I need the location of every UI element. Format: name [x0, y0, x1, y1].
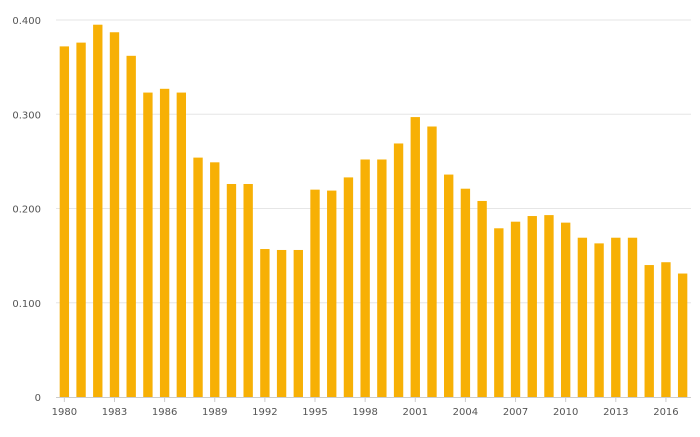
bar-2004[interactable]	[460, 188, 471, 397]
bar-1990[interactable]	[226, 183, 237, 397]
bar-2015[interactable]	[644, 265, 654, 397]
bar-1998[interactable]	[360, 159, 370, 397]
y-tick-label-3: 0.300	[12, 110, 41, 121]
bar-1994[interactable]	[293, 249, 303, 397]
bar-2007[interactable]	[510, 221, 521, 397]
bar-1991[interactable]	[243, 183, 253, 397]
bar-1999[interactable]	[377, 159, 387, 397]
x-tick-label-1986: 1986	[152, 407, 177, 418]
bar-2000[interactable]	[393, 143, 404, 397]
y-tick-labels: 0 0.100 0.200 0.300 0.400	[12, 16, 41, 404]
x-tick-label-2007: 2007	[503, 407, 528, 418]
bar-1993[interactable]	[276, 249, 287, 397]
bar-1980[interactable]	[59, 46, 70, 397]
bar-1987[interactable]	[176, 92, 187, 397]
bar-1986[interactable]	[159, 88, 170, 398]
bar-1984[interactable]	[126, 55, 136, 397]
bar-2001[interactable]	[410, 117, 420, 397]
bar-1989[interactable]	[210, 162, 220, 397]
y-tick-label-0: 0	[35, 393, 41, 404]
bar-2005[interactable]	[477, 200, 487, 397]
bar-2003[interactable]	[444, 174, 454, 397]
bar-1995[interactable]	[310, 189, 320, 397]
x-tick-label-1989: 1989	[202, 407, 227, 418]
bar-1985[interactable]	[143, 92, 153, 397]
bar-2012[interactable]	[594, 243, 604, 397]
bar-1988[interactable]	[193, 157, 203, 397]
x-tick-label-2001: 2001	[403, 407, 428, 418]
bar-1997[interactable]	[343, 177, 354, 397]
bar-1982[interactable]	[93, 24, 103, 398]
bars	[59, 24, 688, 398]
bar-2006[interactable]	[494, 228, 504, 397]
x-tick-label-1983: 1983	[102, 407, 127, 418]
bar-2016[interactable]	[661, 262, 671, 397]
bar-2002[interactable]	[427, 126, 437, 397]
bar-2008[interactable]	[527, 216, 537, 397]
x-tick-label-1995: 1995	[302, 407, 327, 418]
bar-2009[interactable]	[544, 215, 554, 397]
bar-1996[interactable]	[327, 190, 337, 397]
x-tick-label-2016: 2016	[653, 407, 678, 418]
bar-1981[interactable]	[76, 42, 86, 398]
axes	[56, 397, 691, 402]
x-tick-label-1992: 1992	[252, 407, 277, 418]
x-tick-label-2010: 2010	[553, 407, 578, 418]
bar-2017[interactable]	[677, 273, 688, 397]
bar-2010[interactable]	[560, 222, 571, 397]
bar-2014[interactable]	[627, 237, 638, 397]
y-tick-label-1: 0.100	[12, 299, 41, 310]
y-tick-label-4: 0.400	[12, 16, 41, 27]
x-tick-labels: 1980 1983 1986 1989 1992 1995 1998 2001 2004 2007…	[52, 407, 679, 418]
x-tick-label-1980: 1980	[52, 407, 77, 418]
x-tick-label-1998: 1998	[352, 407, 377, 418]
bar-1983[interactable]	[109, 32, 120, 397]
x-tick-label-2013: 2013	[603, 407, 628, 418]
bar-1992[interactable]	[260, 249, 270, 397]
y-tick-label-2: 0.200	[12, 205, 41, 216]
bar-2013[interactable]	[611, 237, 621, 397]
bar-2011[interactable]	[577, 237, 588, 397]
x-tick-label-2004: 2004	[453, 407, 478, 418]
